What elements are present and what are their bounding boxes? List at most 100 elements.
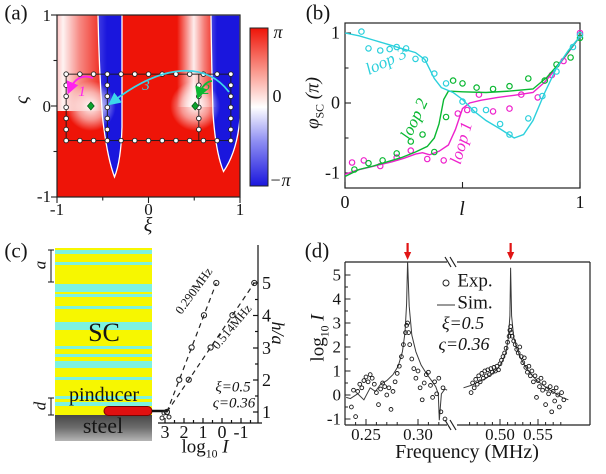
legend-exp-marker (442, 279, 450, 287)
panel-a-plot: 1 2 3 -1 0 1 1 0 -1 (37, 6, 269, 219)
panel-d-ticks (345, 274, 562, 425)
tick-label: 3 (161, 422, 170, 442)
loop1-points (348, 29, 584, 170)
period-a-label: a (30, 260, 50, 270)
line-point (163, 408, 170, 416)
tick-label: 0 (333, 386, 342, 405)
legend-sim-marker (437, 304, 455, 306)
tick-label: 1 (236, 200, 245, 219)
tick-label: 0 (341, 192, 350, 212)
exp-points (349, 320, 448, 422)
tick-label: 2 (262, 370, 271, 390)
tick-label: -1 (50, 200, 64, 219)
peak-arrowhead (507, 252, 515, 260)
panel-d-xlabel: Frequency (MHz) (395, 441, 539, 463)
tick-label: -1 (327, 410, 341, 429)
panel-c-axes (158, 245, 262, 424)
loop1-arrow (66, 75, 94, 95)
panel-d-frame (344, 256, 591, 431)
line-point (185, 376, 192, 383)
tick-label: -1 (325, 163, 340, 183)
loop3-points (358, 28, 584, 138)
panel-d-sigma-annotation: ς=0.36 (438, 334, 490, 354)
line-point (229, 312, 236, 319)
peak-arrowhead (404, 252, 412, 260)
tick-label: 1 (333, 362, 342, 381)
panel-a-xlabel: ξ (143, 214, 153, 236)
legend-exp-text: Exp. (457, 270, 493, 292)
line-point (251, 279, 258, 287)
tick-label: 4 (333, 290, 342, 309)
sc-stripes (55, 250, 152, 406)
tick-label: 1 (43, 6, 52, 25)
panel-b-label: (b) (305, 0, 331, 25)
legend-sim-text: Sim. (457, 292, 493, 314)
depth-d-label: d (30, 401, 50, 411)
tick-label: 2 (333, 338, 342, 357)
panel-a-ticks (51, 14, 241, 203)
panel-c-xlabel: log10 I (181, 436, 229, 461)
tick-label: 5 (262, 273, 271, 293)
vortex-diamond (86, 101, 95, 111)
loop-point-markers (63, 71, 234, 144)
panel-b-plot: 10-10 1 (325, 22, 585, 212)
tick-label: -1 (37, 187, 51, 206)
tick-label: 4 (262, 306, 271, 326)
loop1-curve (344, 36, 581, 176)
colorbar (249, 27, 269, 187)
exp-points (468, 324, 567, 415)
source-point-cluster (166, 414, 172, 420)
line-point (213, 279, 220, 287)
panel-d-label: (d) (304, 238, 330, 263)
source-point-cluster (159, 415, 165, 421)
loop3-arrow (108, 69, 230, 106)
period-a-bracket (48, 249, 54, 283)
tick-label: 0.25 (351, 425, 381, 444)
line-point (188, 344, 195, 351)
tick-label: -1 (234, 422, 249, 442)
tick-label: 3 (262, 338, 271, 358)
panel-b-ticks (344, 32, 581, 188)
loop2-number: 2 (202, 82, 210, 98)
panel-b-ylabel: φSC (π) (302, 77, 327, 129)
panel-a-ylabel: ς (11, 96, 33, 104)
tick-label: 0 (331, 93, 340, 113)
tick-label: 1 (199, 422, 208, 442)
tick-label: 0.30 (403, 425, 433, 444)
spectrum-data (346, 262, 569, 422)
sim-curve (346, 262, 448, 421)
panel-c-xi-annotation: ξ=0.5 (215, 379, 251, 396)
loop3-curve (344, 32, 581, 139)
tick-label: 2 (180, 422, 189, 442)
tick-label: 0 (43, 97, 52, 116)
colorbar-tick-zero: 0 (272, 86, 282, 106)
axis-break-marks (444, 256, 457, 431)
sc-stack (55, 248, 152, 415)
depth-d-bracket (48, 397, 54, 416)
loop3-number: 3 (141, 78, 150, 94)
line-point (207, 344, 214, 351)
tick-label: 1 (576, 192, 585, 212)
phase-map: 1 2 3 (57, 15, 240, 197)
tick-label: 0.50 (485, 425, 515, 444)
line-point (200, 312, 208, 319)
tick-label: 1 (331, 23, 340, 43)
tick-label: 0 (144, 200, 153, 219)
steel-block (55, 415, 152, 441)
loop2-arrow (195, 80, 213, 100)
tick-label: 1 (262, 402, 271, 422)
line-point (176, 376, 183, 383)
sim-curve (463, 267, 569, 401)
tick-label: 0.55 (523, 425, 553, 444)
colorbar-tick-negpi: −π (269, 170, 291, 190)
steel-label: steel (82, 413, 124, 438)
panel-c-ylabel: h/a (268, 321, 288, 345)
loop1-number: 1 (78, 84, 86, 100)
tick-label: 3 (333, 314, 342, 333)
tick-label: 0 (218, 422, 227, 442)
dashed-line-0.514MHz (166, 282, 255, 413)
panel-d-xi-annotation: ξ=0.5 (441, 313, 485, 333)
panel-a-label: (a) (4, 0, 28, 25)
